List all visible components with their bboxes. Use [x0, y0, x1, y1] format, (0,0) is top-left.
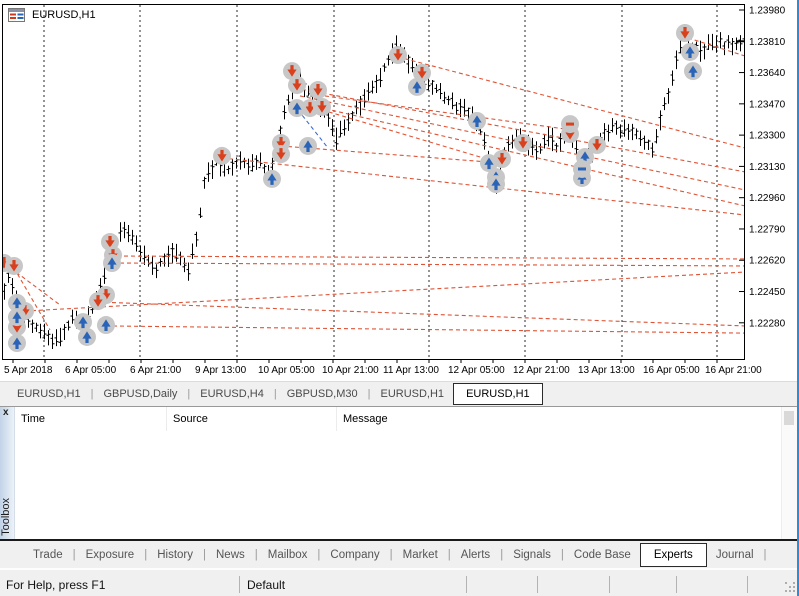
svg-text:1.23640: 1.23640: [749, 68, 786, 79]
chart-tab-gbpusd-daily-1[interactable]: GBPUSD,Daily: [103, 388, 178, 400]
svg-text:10 Apr 05:00: 10 Apr 05:00: [258, 365, 315, 376]
svg-text:11 Apr 13:00: 11 Apr 13:00: [383, 365, 439, 376]
toolbox-tab-exposure-1[interactable]: Exposure: [85, 548, 135, 561]
svg-text:9 Apr 13:00: 9 Apr 13:00: [195, 365, 247, 376]
resize-grip-icon[interactable]: [785, 582, 787, 584]
close-icon[interactable]: x: [3, 407, 9, 418]
svg-text:1.23810: 1.23810: [749, 37, 786, 48]
toolbox-tab-bar: Trade | Exposure | History | News | Mailbox | Comp…: [0, 541, 797, 568]
price-chart[interactable]: 1.23980 1.23810 1.23640 1.23470 1.23300 1.231…: [0, 0, 797, 381]
toolbox-title: Toolbox: [0, 498, 12, 536]
toolbox-tab-journal-11[interactable]: Journal: [715, 548, 754, 561]
chart-tab-eurusd-h1-0[interactable]: EURUSD,H1: [17, 388, 81, 400]
tab-separator: |: [144, 548, 148, 561]
status-separator: [239, 576, 240, 593]
svg-text:6 Apr 21:00: 6 Apr 21:00: [130, 365, 182, 376]
chart-tab-eurusd-h4-2[interactable]: EURUSD,H4: [200, 388, 264, 400]
toolbox-panel: x Toolbox Time Source Message: [0, 406, 797, 541]
svg-text:1.22960: 1.22960: [749, 193, 786, 204]
svg-text:13 Apr 13:00: 13 Apr 13:00: [578, 365, 635, 376]
status-separator: [609, 576, 610, 593]
svg-text:1.23470: 1.23470: [749, 99, 786, 110]
toolbox-tab-market-6[interactable]: Market: [402, 548, 438, 561]
svg-text:1.22450: 1.22450: [749, 287, 786, 298]
chart-symbol-label: EURUSD,H1: [8, 8, 96, 22]
tab-separator: |: [560, 548, 564, 561]
toolbox-tab-history-2[interactable]: History: [157, 548, 193, 561]
column-header-time[interactable]: Time: [15, 407, 167, 431]
window-edge: [797, 0, 799, 596]
chart-tab-bar: EURUSD,H1 | GBPUSD,Daily | EURUSD,H4 | GBPUSD,…: [0, 381, 797, 406]
svg-text:6 Apr 05:00: 6 Apr 05:00: [65, 365, 117, 376]
toolbox-tab-alerts-7[interactable]: Alerts: [460, 548, 491, 561]
tab-separator: |: [187, 388, 191, 400]
status-separator: [676, 576, 677, 593]
status-help-text: For Help, press F1: [6, 578, 106, 592]
tab-separator: |: [72, 548, 76, 561]
toolbox-tab-code-base-9[interactable]: Code Base: [573, 548, 631, 561]
svg-text:1.23980: 1.23980: [749, 6, 786, 17]
tab-separator: |: [500, 548, 504, 561]
svg-text:1.23130: 1.23130: [749, 162, 786, 173]
svg-text:12 Apr 21:00: 12 Apr 21:00: [513, 365, 570, 376]
toolbox-tab-company-5[interactable]: Company: [330, 548, 380, 561]
chart-tab-eurusd-h1-4[interactable]: EURUSD,H1: [380, 388, 445, 400]
tab-separator: |: [203, 548, 206, 561]
column-header-message[interactable]: Message: [343, 413, 388, 425]
experts-log-panel[interactable]: Time Source Message: [15, 407, 781, 539]
tab-separator: |: [367, 388, 371, 400]
svg-text:1.23300: 1.23300: [749, 131, 786, 142]
experts-log-header: Time Source Message: [15, 407, 781, 431]
svg-text:1.22620: 1.22620: [749, 256, 786, 267]
status-separator: [466, 576, 467, 593]
scrollbar-thumb[interactable]: [784, 411, 794, 425]
column-header-source[interactable]: Source: [167, 407, 337, 431]
status-bar: For Help, press F1 Default: [0, 568, 799, 596]
svg-text:5 Apr 2018: 5 Apr 2018: [4, 365, 53, 376]
toolbox-tab-signals-8[interactable]: Signals: [513, 548, 551, 561]
tab-separator: |: [254, 548, 258, 561]
tab-separator: |: [273, 388, 277, 400]
tab-separator: |: [447, 548, 451, 561]
chart-tab-gbpusd-m30-3[interactable]: GBPUSD,M30: [286, 388, 358, 400]
status-profile[interactable]: Default: [247, 578, 286, 592]
experts-log-scrollbar[interactable]: [781, 407, 797, 539]
svg-text:16 Apr 21:00: 16 Apr 21:00: [705, 365, 762, 376]
chart-tab-eurusd-h1-5[interactable]: EURUSD,H1: [453, 383, 543, 405]
tab-separator: |: [389, 548, 393, 561]
toolbox-side-strip: x Toolbox: [0, 407, 15, 539]
svg-text:10 Apr 21:00: 10 Apr 21:00: [322, 365, 379, 376]
svg-text:16 Apr 05:00: 16 Apr 05:00: [643, 365, 700, 376]
tab-separator: |: [763, 548, 767, 561]
chart-icon: [8, 8, 25, 22]
tab-separator: |: [90, 388, 94, 400]
svg-text:1.22280: 1.22280: [749, 318, 786, 329]
toolbox-tab-mailbox-4[interactable]: Mailbox: [267, 548, 308, 561]
toolbox-tab-experts-10[interactable]: Experts: [639, 542, 707, 567]
chart-symbol-text: EURUSD,H1: [32, 9, 96, 21]
toolbox-tab-trade-0[interactable]: Trade: [33, 548, 63, 561]
tab-separator: |: [317, 548, 321, 561]
status-separator: [537, 576, 538, 593]
svg-text:1.22790: 1.22790: [749, 224, 786, 235]
svg-text:12 Apr 05:00: 12 Apr 05:00: [448, 365, 505, 376]
status-separator: [747, 576, 748, 593]
toolbox-tab-news-3[interactable]: News: [216, 548, 245, 561]
